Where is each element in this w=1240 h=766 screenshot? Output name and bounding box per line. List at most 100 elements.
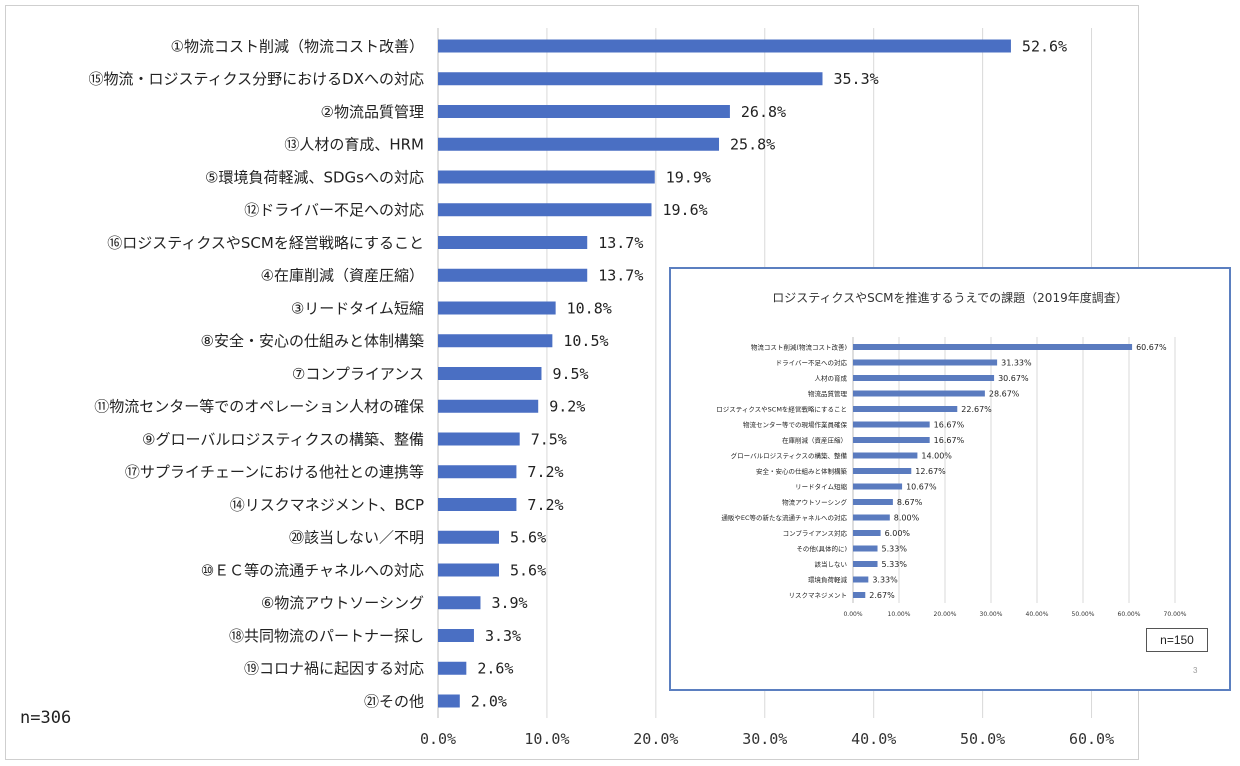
data-label: 28.67% — [989, 389, 1020, 398]
data-label: 31.33% — [1001, 358, 1032, 367]
bar — [438, 367, 542, 380]
category-label: 該当しない — [815, 559, 848, 568]
bar — [438, 137, 720, 151]
category-label: ⑧安全・安心の仕組みと体制構築 — [201, 332, 424, 350]
data-label: 7.2% — [527, 496, 563, 514]
bar — [438, 301, 556, 315]
bar — [853, 375, 995, 381]
category-label: 物流コスト削減(物流コスト改善) — [751, 342, 847, 351]
bar — [438, 399, 539, 413]
category-label: コンプライアンス対応 — [783, 528, 848, 537]
category-label: 人材の育成 — [815, 373, 848, 382]
bar — [853, 514, 890, 521]
data-label: 2.6% — [477, 660, 513, 678]
category-label: 物流アウトソーシング — [782, 497, 847, 506]
data-label: 13.7% — [598, 267, 643, 285]
category-label: ⑤環境負荷軽減、SDGsへの対応 — [205, 168, 424, 186]
data-label: 25.8% — [730, 136, 775, 154]
data-label: 10.67% — [906, 482, 937, 491]
bar — [438, 563, 499, 577]
category-label: ⑬人材の育成、HRM — [284, 136, 424, 154]
bar — [853, 530, 881, 536]
category-label: グローバルロジスティクスの構築、整備 — [731, 451, 848, 460]
category-label: 物流品質管理 — [808, 389, 848, 398]
data-label: 6.00% — [885, 529, 911, 538]
data-label: 8.67% — [897, 498, 923, 507]
data-label: 7.5% — [531, 430, 567, 448]
bar — [438, 694, 460, 708]
bar — [853, 452, 918, 459]
category-label: ②物流品質管理 — [321, 103, 424, 121]
category-label: ⑥物流アウトソーシング — [261, 594, 424, 612]
data-label: 5.6% — [510, 561, 546, 579]
data-label: 52.6% — [1022, 37, 1067, 55]
bar — [438, 236, 588, 249]
category-label: 環境負荷軽減 — [808, 575, 848, 584]
category-label: ①物流コスト削減（物流コスト改善） — [171, 37, 424, 55]
data-label: 2.67% — [869, 591, 895, 600]
data-label: 35.3% — [833, 70, 878, 88]
data-label: 19.6% — [662, 201, 707, 219]
bar — [438, 105, 730, 118]
data-label: 9.5% — [552, 365, 588, 383]
category-label: ⑨グローバルロジスティクスの構築、整備 — [142, 430, 424, 448]
bar — [853, 390, 985, 397]
data-label: 5.6% — [510, 529, 546, 547]
x-tick-label: 0.0% — [420, 730, 456, 748]
x-tick-label: 50.00% — [1072, 611, 1095, 618]
x-tick-label: 30.0% — [742, 730, 787, 748]
data-label: 5.33% — [882, 544, 908, 553]
data-label: 3.3% — [485, 627, 521, 645]
inset-bar-chart: ロジスティクスやSCMを推進するうえでの課題（2019年度調査） 物流コスト削減(… — [716, 290, 1187, 618]
bar — [853, 483, 903, 490]
x-tick-label: 10.00% — [888, 611, 911, 618]
bar — [853, 468, 912, 474]
x-tick-label: 0.00% — [843, 611, 862, 618]
data-label: 22.67% — [961, 405, 992, 414]
x-tick-label: 40.0% — [851, 730, 896, 748]
category-label: ロジスティクスやSCMを経営戦略にすること — [716, 404, 847, 413]
category-label: ⑦コンプライアンス — [292, 365, 424, 383]
data-label: 8.00% — [894, 513, 920, 522]
data-label: 7.2% — [527, 463, 563, 481]
x-tick-label: 60.00% — [1118, 611, 1141, 618]
data-label: 12.67% — [915, 467, 946, 476]
x-tick-label: 40.00% — [1026, 611, 1049, 618]
bar — [438, 661, 467, 675]
category-label: ⑫ドライバー不足への対応 — [244, 201, 424, 219]
bar — [853, 545, 878, 552]
category-label: 安全・安心の仕組みと体制構築 — [756, 466, 848, 475]
x-tick-label: 70.00% — [1164, 611, 1187, 618]
bar — [853, 421, 930, 428]
category-label: ⑰サプライチェーンにおける他社との連携等 — [125, 463, 424, 481]
data-label: 10.8% — [567, 299, 612, 317]
bar — [438, 170, 655, 184]
bar — [438, 203, 652, 217]
data-label: 3.9% — [491, 594, 527, 612]
bar — [438, 39, 1011, 53]
bar — [853, 406, 958, 412]
data-label: 60.67% — [1136, 343, 1167, 352]
category-label: リスクマネジメント — [789, 591, 848, 599]
data-label: 5.33% — [882, 560, 908, 569]
x-tick-label: 30.00% — [980, 611, 1003, 618]
x-tick-label: 50.0% — [960, 730, 1005, 748]
category-label: 在庫削減（資産圧縮） — [782, 435, 847, 444]
main-sample-size-note: n=306 — [20, 708, 72, 728]
data-label: 16.67% — [934, 420, 965, 429]
bar — [438, 596, 481, 610]
data-label: 2.0% — [471, 692, 507, 710]
bar — [853, 592, 866, 598]
data-label: 19.9% — [666, 168, 711, 186]
bar — [853, 359, 998, 366]
bar — [438, 465, 517, 479]
inset-chart-panel: ロジスティクスやSCMを推進するうえでの課題（2019年度調査） 物流コスト削減(… — [669, 267, 1231, 691]
category-label: ⑳該当しない／不明 — [289, 529, 424, 547]
category-label: ドライバー不足への対応 — [776, 358, 848, 367]
bar — [438, 432, 520, 446]
bar — [853, 499, 893, 505]
bar — [438, 72, 823, 86]
data-label: 3.33% — [872, 575, 898, 584]
data-label: 9.2% — [549, 398, 585, 416]
bar — [438, 498, 517, 511]
